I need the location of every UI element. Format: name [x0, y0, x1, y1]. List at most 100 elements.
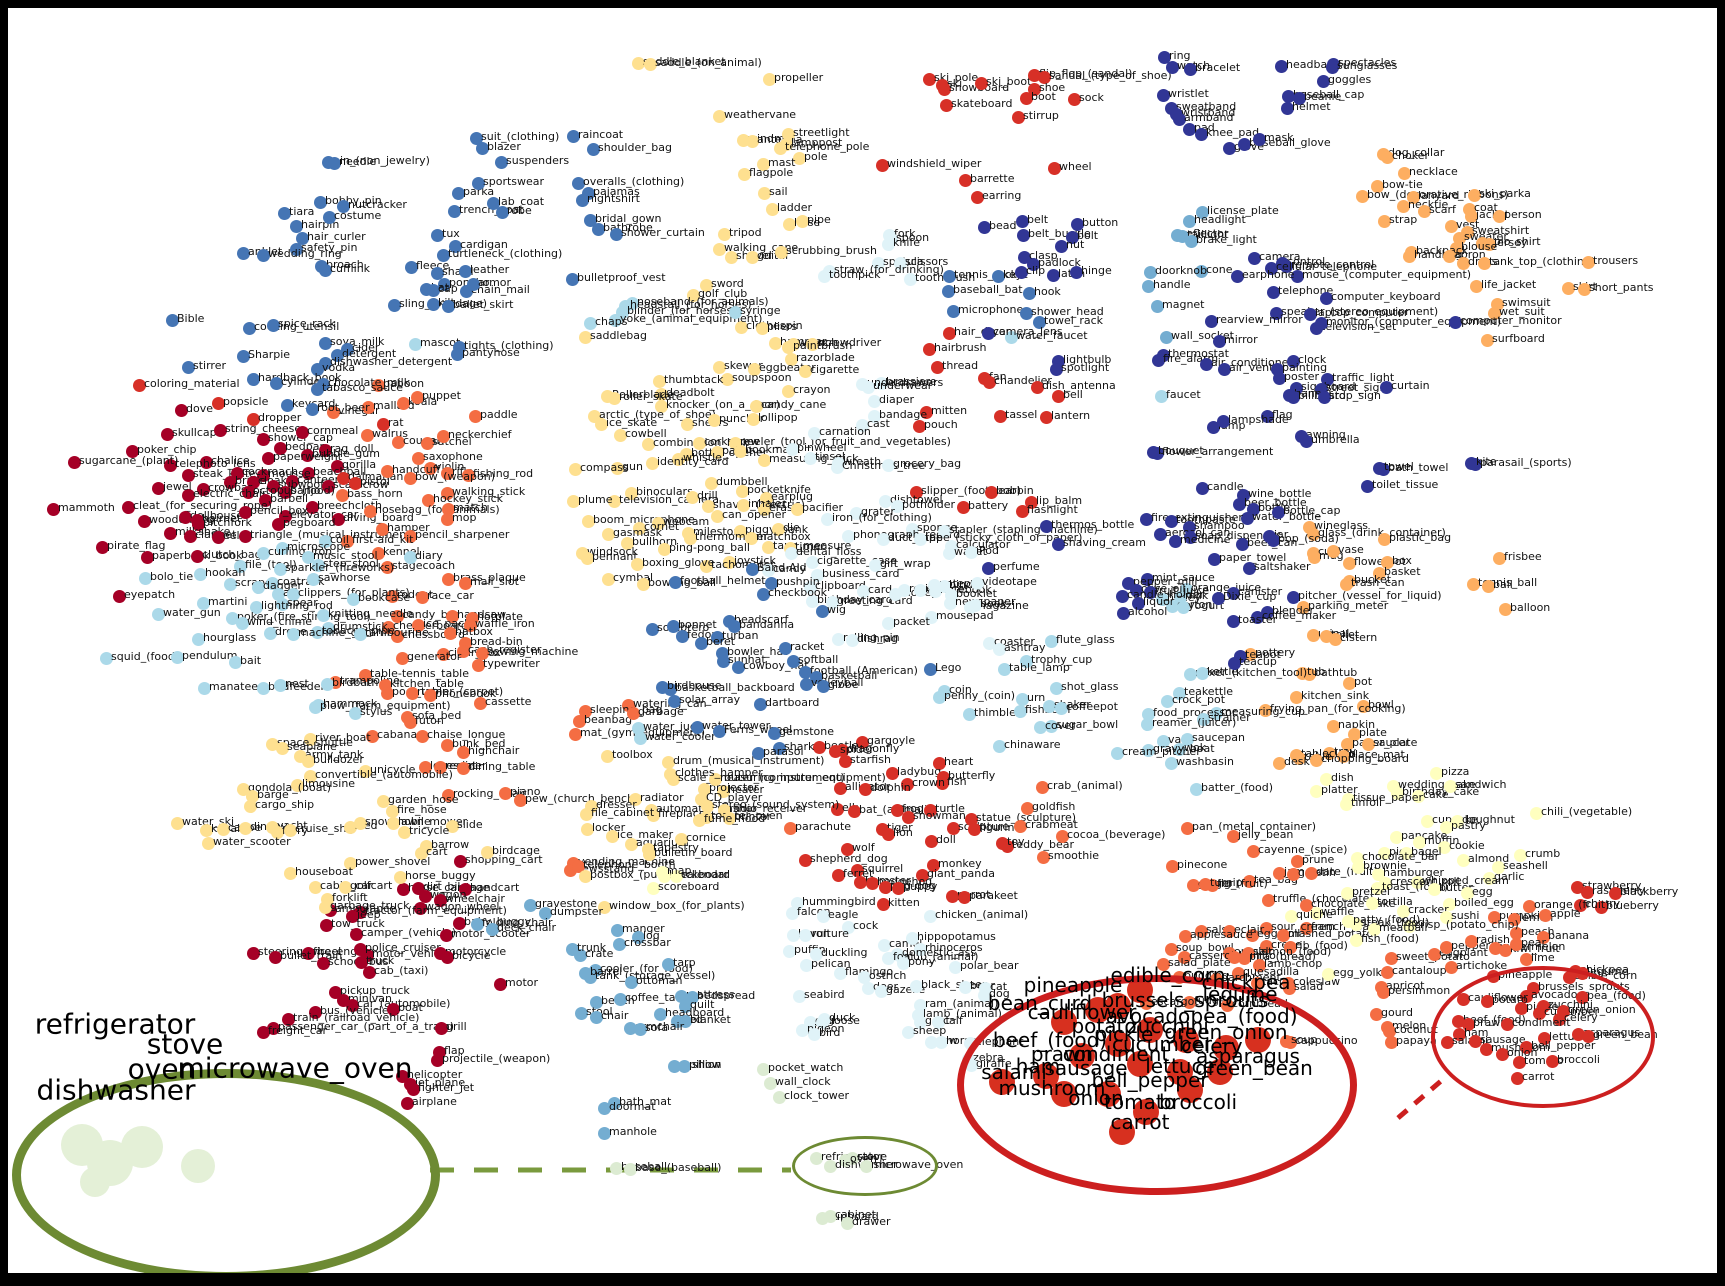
point-label: lampshade — [1228, 413, 1289, 426]
point-label: pitcher_(vessel_for_liquid) — [1298, 589, 1442, 602]
scatter-point — [922, 342, 936, 356]
scatter-point — [1051, 389, 1065, 403]
point-label: futon — [415, 714, 444, 727]
scatter-point — [380, 464, 394, 478]
point-label: pocket_watch — [768, 1061, 844, 1074]
point-label: cookie — [1449, 839, 1485, 852]
point-label: bait — [240, 654, 262, 667]
scatter-point — [345, 998, 359, 1012]
point-label: rearview_mirror — [1216, 313, 1303, 326]
point-label: bouquet — [1158, 444, 1204, 457]
scatter-point — [937, 82, 951, 96]
point-label: cab_(taxi) — [374, 964, 429, 977]
scatter-point — [440, 950, 454, 964]
point-label: applesauce — [1190, 928, 1253, 941]
point-label: ski_parka — [1479, 187, 1531, 200]
scatter-point — [421, 493, 435, 507]
point-label: train_(railroad_vehicle) — [293, 1011, 420, 1024]
point-label: hamper — [387, 521, 430, 534]
scatter-point — [413, 901, 427, 915]
point-label: table_lamp — [1009, 661, 1070, 674]
point-label: crab_(animal) — [1047, 779, 1123, 792]
point-label: fish_(food) — [1361, 932, 1420, 945]
scatter-point — [348, 476, 362, 490]
scatter-point — [1397, 166, 1411, 180]
point-label: tabasco_sauce — [322, 381, 404, 394]
point-label: motorcycle — [445, 945, 507, 958]
point-label: handcuff — [392, 463, 441, 476]
point-label: strawberry — [1582, 879, 1642, 892]
point-label: highchair — [468, 744, 520, 757]
scatter-point — [360, 428, 374, 442]
scatter-point — [1306, 527, 1320, 541]
scatter-point — [1055, 829, 1069, 843]
point-label: crowbar — [208, 481, 253, 494]
scatter-point — [1376, 985, 1390, 999]
scatter-point — [380, 686, 394, 700]
scatter-point — [833, 781, 847, 795]
point-label: Dixie_cup — [1223, 590, 1277, 603]
point-label: houseboat — [295, 865, 353, 878]
scatter-point — [440, 486, 454, 500]
point-label: ski — [947, 77, 963, 90]
point-label: file_cabinet — [591, 806, 655, 819]
scatter-point — [1380, 555, 1394, 569]
point-label: orange_(fruit) — [1534, 898, 1610, 911]
scatter-point — [326, 405, 340, 419]
scatter-point — [1444, 960, 1458, 974]
scatter-point — [875, 158, 889, 172]
vegetable-callout-label: broccoli — [1158, 1090, 1238, 1114]
point-label: curtain — [1391, 379, 1430, 392]
scatter-point — [1165, 859, 1179, 873]
scatter-point — [924, 834, 938, 848]
scatter-point — [1480, 333, 1494, 347]
scatter-point — [935, 776, 949, 790]
point-label: bead — [989, 219, 1017, 232]
scatter-point — [964, 812, 978, 826]
scatter-point — [1180, 821, 1194, 835]
point-label: armor — [478, 276, 512, 289]
point-label: pinecone — [1177, 858, 1228, 871]
point-label: salad_plate — [1168, 956, 1231, 969]
point-label: cover — [1045, 719, 1076, 732]
scatter-point — [361, 400, 375, 414]
point-label: bracelet — [1195, 61, 1241, 74]
point-label: hairnet — [202, 512, 242, 525]
scatter-point — [513, 793, 527, 807]
scatter-point — [1452, 231, 1466, 245]
scatter-point — [266, 479, 280, 493]
point-label: baseball_bat — [953, 283, 1023, 296]
scatter-point — [301, 946, 315, 960]
point-label: polar_bear — [960, 959, 1019, 972]
scatter-point — [1242, 874, 1256, 888]
point-label: barrette — [970, 172, 1015, 185]
scatter-point — [1402, 249, 1416, 263]
scatter-point — [1164, 942, 1178, 956]
point-label: person — [1504, 208, 1542, 221]
scatter-point — [430, 1053, 444, 1067]
scatter-point — [1276, 928, 1290, 942]
scatter-point — [1259, 939, 1273, 953]
point-label: cream_pitcher — [1122, 745, 1201, 758]
point-label: toaster — [1238, 613, 1278, 626]
point-label: chalice — [211, 454, 250, 467]
scatter-point — [1456, 256, 1470, 270]
point-label: shepherd_dog — [810, 852, 888, 865]
point-label: cassette — [485, 695, 532, 708]
point-label: drawer — [852, 1215, 891, 1228]
scatter-point — [395, 651, 409, 665]
scatter-point — [812, 740, 826, 754]
scatter-point — [967, 822, 981, 836]
point-label: short_pants — [1589, 281, 1654, 294]
scatter-point — [1252, 958, 1266, 972]
point-label: handle — [1153, 278, 1191, 291]
point-label: beachball — [313, 465, 367, 478]
point-label: motor — [505, 976, 539, 989]
point-label: pew_(church_bench) — [525, 792, 639, 805]
point-label: pastry — [1451, 819, 1486, 832]
scatter-point — [241, 485, 255, 499]
point-label: pencil_sharpener — [415, 528, 510, 541]
point-label: rib_(food) — [1295, 939, 1348, 952]
point-label: racket — [790, 640, 825, 653]
scatter-point — [453, 854, 467, 868]
